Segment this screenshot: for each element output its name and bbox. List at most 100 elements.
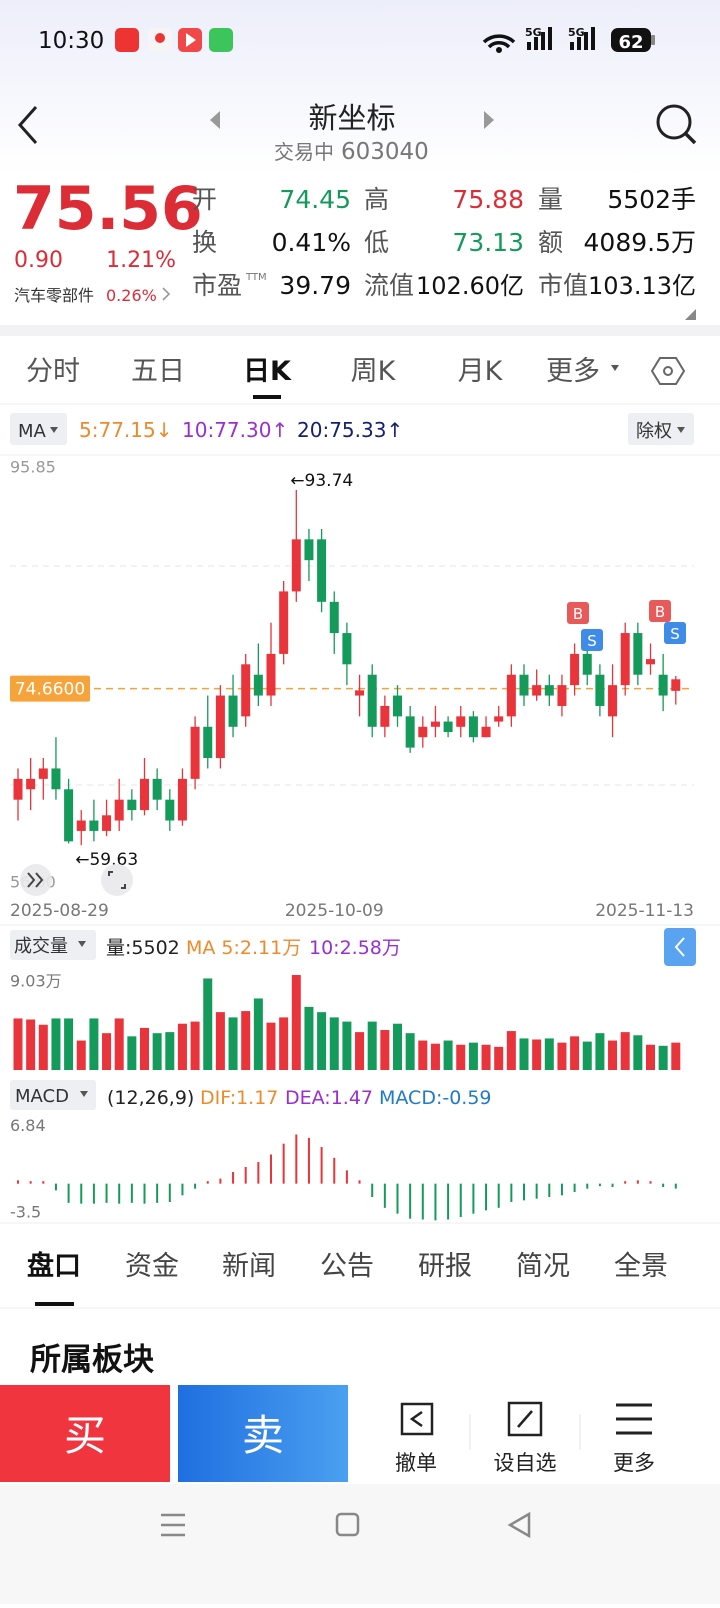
detail-tab[interactable]: 公告 <box>320 1251 374 1282</box>
period-tab-active[interactable]: 日K <box>243 356 292 387</box>
volume-bar <box>13 1018 23 1070</box>
period-tab[interactable]: 五日 <box>131 356 185 387</box>
volume-bar <box>671 1042 681 1070</box>
volume-bar <box>393 1023 402 1070</box>
candle-body <box>658 674 668 696</box>
period-tab[interactable]: 分时 <box>26 356 80 387</box>
more-button[interactable]: 更多 <box>613 1403 655 1475</box>
field-value: 102.60亿 <box>416 272 524 300</box>
watchlist-label: 设自选 <box>494 1451 557 1475</box>
network-type: 5G <box>525 26 542 39</box>
ma-selector[interactable] <box>10 413 67 445</box>
y-tick-label: 6.84 <box>10 1116 46 1135</box>
candle-body <box>405 716 415 748</box>
nav-home[interactable] <box>335 1512 360 1537</box>
volume-bar <box>519 1038 529 1070</box>
candle-body <box>671 679 681 691</box>
collapse-button[interactable] <box>20 864 52 896</box>
indicator-selector[interactable] <box>10 1080 96 1110</box>
candle-body <box>355 690 365 696</box>
dropdown-arrow <box>611 365 619 371</box>
settings-dot <box>663 366 673 376</box>
candle-body <box>102 815 112 831</box>
candle-body <box>468 716 478 738</box>
trade-status: 交易中 <box>274 140 334 164</box>
reference-label-box <box>10 675 90 702</box>
sector-change[interactable]: 0.26% <box>106 286 157 305</box>
detail-tab[interactable]: 全景 <box>614 1251 668 1282</box>
volume-bar <box>317 1012 327 1070</box>
candle-body <box>279 591 289 654</box>
field-label: 市值 <box>538 271 588 300</box>
candle-body <box>291 539 301 592</box>
detail-tab[interactable]: 简况 <box>516 1251 570 1282</box>
watchlist-button[interactable]: 设自选 <box>494 1401 557 1475</box>
detail-tab[interactable]: 资金 <box>125 1251 179 1282</box>
buy-button[interactable] <box>0 1385 170 1482</box>
volume-bar <box>215 1012 225 1070</box>
side-panel-tab[interactable] <box>664 928 696 966</box>
x-tick-label: 2025-10-09 <box>285 901 384 921</box>
field-value: 39.79 <box>279 271 351 300</box>
search-button[interactable] <box>656 104 697 145</box>
volume-bar <box>38 1024 48 1070</box>
candle-body <box>544 685 554 696</box>
candle-body <box>393 695 402 717</box>
fullscreen-button[interactable] <box>101 864 133 896</box>
volume-bar <box>342 1021 352 1070</box>
network-type: 5G <box>568 26 585 39</box>
dropdown-arrow <box>677 427 685 433</box>
candle-body <box>241 664 251 717</box>
adjust-selector[interactable] <box>628 413 694 445</box>
expand-corner[interactable] <box>685 309 696 320</box>
dropdown-arrow <box>80 1091 88 1097</box>
period-tab[interactable]: 周K <box>351 356 397 387</box>
signal-1 <box>527 27 552 50</box>
trade-mark-b: B <box>655 603 665 621</box>
y-tick-label: 95.85 <box>10 458 56 477</box>
quote-fields: 开 74.45 高 75.88 量 5502手 换 0.41% 低 73.13 … <box>192 185 696 300</box>
settings-button[interactable] <box>650 357 686 385</box>
detail-tab-active[interactable]: 盘口 <box>27 1250 81 1282</box>
candle-body <box>38 768 48 779</box>
candle-body <box>165 799 175 821</box>
candle-body <box>620 633 630 686</box>
volume-bar <box>405 1033 415 1070</box>
cancel-button[interactable]: 撤单 <box>395 1402 437 1475</box>
extreme-annotation: ←59.63 <box>75 850 138 870</box>
nav-back[interactable] <box>507 1511 531 1539</box>
field-value: 73.13 <box>452 228 524 257</box>
volume-bar <box>658 1045 668 1070</box>
volume-bar <box>89 1018 99 1070</box>
candle-body <box>367 674 377 727</box>
candle-body <box>418 726 428 738</box>
tab-indicator <box>253 395 281 399</box>
indicator-selector[interactable] <box>10 930 96 960</box>
field-label: 额 <box>538 228 563 257</box>
period-tab[interactable]: 更多 <box>546 356 600 387</box>
volume-bar <box>367 1021 377 1070</box>
detail-tab[interactable]: 新闻 <box>222 1251 276 1282</box>
app-icons <box>115 28 233 52</box>
volume-bar <box>633 1035 643 1070</box>
field-label: 开 <box>192 185 217 214</box>
ma20: 20:75.33↑ <box>297 418 403 442</box>
candle-body <box>304 539 314 561</box>
period-tab[interactable]: 月K <box>458 356 504 387</box>
chart-grid <box>10 565 694 786</box>
field-value: 75.88 <box>452 185 524 214</box>
nav-menu[interactable] <box>161 1513 185 1537</box>
detail-tab[interactable]: 研报 <box>418 1251 472 1282</box>
back-button[interactable] <box>17 106 38 144</box>
candle-body <box>443 721 453 732</box>
candle-body <box>329 601 339 634</box>
sector-arrow[interactable] <box>162 287 171 301</box>
volume-bar <box>26 1019 36 1070</box>
candle-body <box>51 768 61 790</box>
next-stock[interactable] <box>484 111 494 129</box>
prev-stock[interactable] <box>210 111 220 129</box>
collapse-icon <box>27 872 44 888</box>
sell-button[interactable] <box>178 1385 348 1482</box>
candle-body <box>13 778 23 800</box>
extreme-annotation: ←93.74 <box>290 471 353 491</box>
